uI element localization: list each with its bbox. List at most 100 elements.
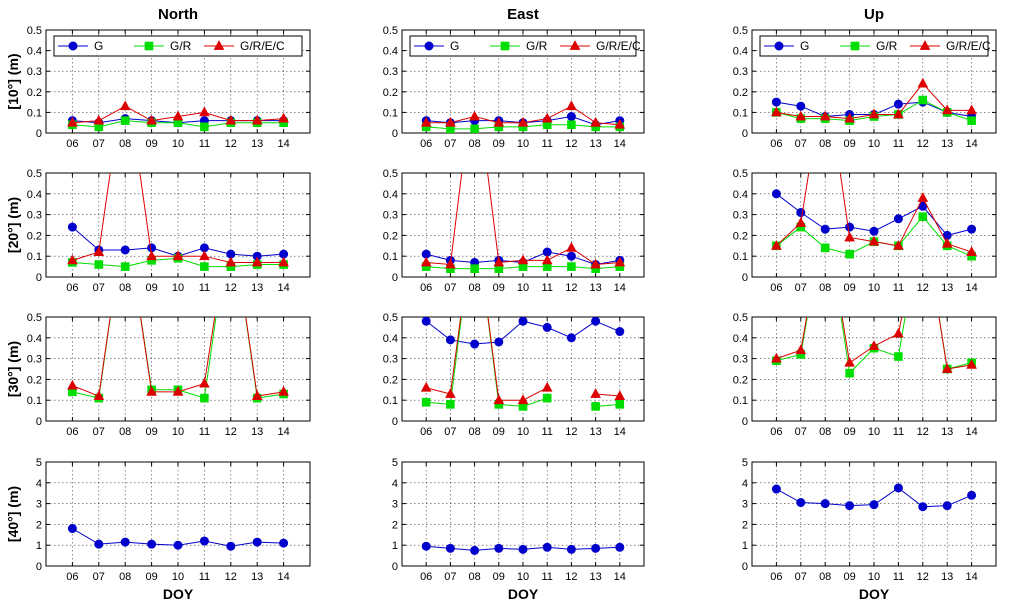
x-tick-label: 10 (172, 282, 184, 294)
row-ylabel-4: [40°] (m) (5, 486, 21, 542)
y-tick-label: 0.4 (733, 333, 748, 345)
legend-label: G (94, 39, 103, 53)
x-tick-label: 14 (965, 571, 977, 583)
x-tick-label: 10 (868, 426, 880, 438)
data-point (796, 498, 806, 508)
data-point (844, 356, 855, 367)
x-tick-label: 08 (819, 282, 831, 294)
x-tick-label: 10 (172, 138, 184, 150)
x-tick-label: 07 (93, 282, 105, 294)
data-point (120, 262, 130, 271)
x-tick-label: 08 (468, 426, 480, 438)
x-tick-label: 13 (941, 282, 953, 294)
y-tick-label: 1 (742, 540, 748, 552)
legend-marker (68, 41, 78, 51)
series-layer (771, 77, 977, 125)
data-point (820, 499, 830, 509)
y-tick-label: 2 (742, 519, 748, 531)
data-point (868, 235, 880, 246)
x-tick-label: 13 (251, 282, 263, 294)
data-point (199, 377, 210, 388)
data-point (470, 264, 479, 273)
y-tick-label: 0.5 (27, 168, 42, 180)
x-tick-label: 08 (819, 571, 831, 583)
data-point (820, 243, 830, 253)
y-tick-label: 0 (742, 272, 748, 284)
x-tick-label: 06 (420, 571, 432, 583)
column-title-up: Up (864, 6, 884, 23)
legend-label: G/R/E/C (240, 39, 285, 53)
x-tick-label: 06 (66, 282, 78, 294)
x-tick-label: 11 (541, 282, 552, 294)
x-tick-label: 08 (119, 571, 131, 583)
data-point (120, 245, 130, 255)
x-tick-label: 11 (199, 426, 210, 438)
y-tick-label: 0.4 (733, 46, 748, 58)
legend-marker (774, 41, 784, 51)
series-g-r-e-c (771, 173, 977, 256)
panel-up-row2: 0 0.1 0.2 0.3 0.4 0.5 06 07 08 09 10 11 12 13 14 (733, 168, 997, 294)
data-point (470, 124, 479, 133)
x-tick-label: 09 (493, 282, 505, 294)
y-tick-label: 2 (36, 519, 42, 531)
data-point (542, 542, 552, 552)
data-point (844, 231, 855, 242)
data-point (67, 254, 78, 265)
series-layer (771, 317, 977, 378)
data-point (542, 393, 552, 403)
data-point (94, 260, 104, 269)
data-point (590, 388, 601, 398)
data-point (199, 536, 209, 546)
y-tick-label: 4 (742, 478, 748, 490)
x-tick-label: 12 (225, 571, 237, 583)
data-point (591, 543, 601, 553)
series-layer (67, 317, 289, 403)
data-point (225, 114, 237, 125)
x-tick-label: 09 (493, 571, 505, 583)
x-tick-label: 09 (145, 282, 157, 294)
x-tick-label: 11 (893, 426, 904, 438)
data-point (252, 537, 262, 547)
x-tick-label: 12 (917, 282, 929, 294)
data-point (566, 242, 577, 252)
y-tick-label: 0.3 (383, 354, 398, 366)
y-tick-label: 0.2 (733, 230, 748, 242)
x-tick-label: 07 (795, 571, 807, 583)
legend-box (53, 35, 303, 57)
data-point (869, 226, 879, 236)
data-point (517, 254, 529, 265)
data-point (445, 388, 456, 398)
x-tick-label: 12 (225, 138, 237, 150)
data-point (120, 537, 130, 547)
legend-label: G/R (526, 39, 548, 53)
x-tick-label: 07 (93, 426, 105, 438)
y-tick-label: 0 (36, 128, 42, 140)
data-point (615, 542, 625, 552)
series-layer (420, 100, 626, 133)
data-point (941, 104, 953, 115)
series-layer (67, 173, 289, 271)
x-tick-label: 14 (965, 282, 977, 294)
x-tick-label: 10 (868, 282, 880, 294)
y-tick-label: 0.3 (383, 66, 398, 78)
legend: G G/R G/R/E/C (409, 35, 641, 57)
panel-north-row2: 0 0.1 0.2 0.3 0.4 0.5 06 07 08 09 10 11 12 13 14 (27, 168, 311, 294)
column-title-east: East (507, 6, 539, 23)
x-tick-label: 13 (251, 571, 263, 583)
x-tick-label: 07 (444, 282, 456, 294)
data-point (445, 335, 455, 345)
y-tick-label: 0.1 (27, 251, 42, 263)
data-point (541, 381, 553, 392)
y-tick-label: 0 (392, 416, 398, 428)
data-point (868, 340, 880, 351)
series-layer (67, 524, 289, 551)
legend-box (759, 35, 989, 57)
data-point (845, 368, 854, 378)
data-point (966, 246, 977, 256)
data-point (542, 322, 552, 332)
y-tick-label: 0.2 (733, 374, 748, 386)
data-point (918, 212, 928, 221)
y-tick-label: 0.3 (27, 354, 42, 366)
x-tick-label: 11 (541, 138, 552, 150)
data-point (771, 106, 782, 117)
